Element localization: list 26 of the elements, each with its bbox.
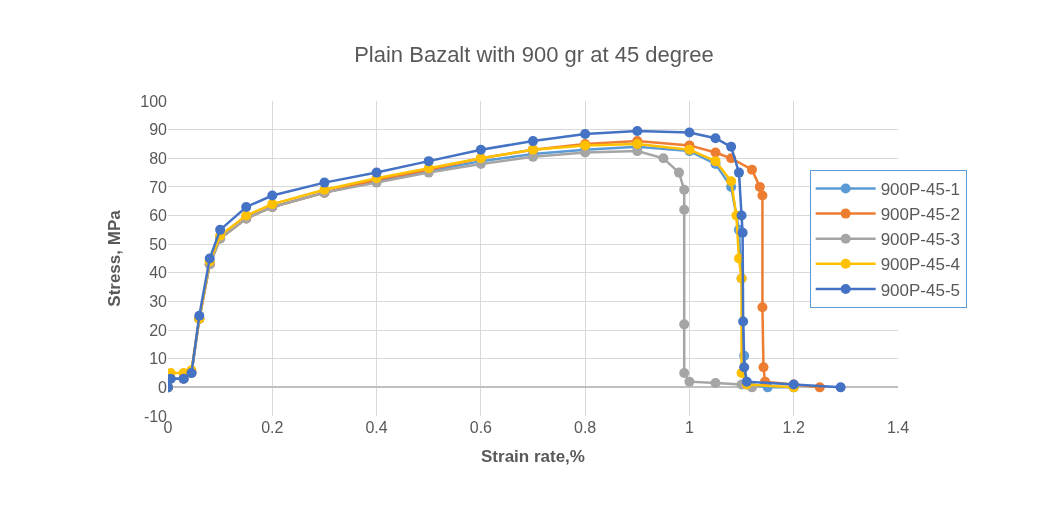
y-tick-label: 70: [149, 178, 168, 196]
y-tick-label: 50: [149, 235, 168, 253]
x-tick-label: 1.2: [782, 419, 805, 436]
x-axis-title: Strain rate,%: [481, 447, 585, 467]
y-tick-label: 0: [158, 378, 168, 396]
y-tick-label: 100: [140, 92, 168, 110]
x-tick-label: 0.8: [574, 419, 597, 436]
legend-label: 900P-45-3: [880, 230, 961, 250]
x-tick-label: 0.6: [469, 419, 493, 436]
y-axis-title: Stress, MPa: [104, 209, 124, 307]
y-tick-label: 40: [149, 264, 168, 282]
y-tick-label: 30: [149, 293, 168, 311]
y-tick-label: 80: [149, 149, 168, 167]
y-tick-label: 10: [149, 350, 168, 368]
y-tick-label: 20: [149, 321, 168, 339]
legend-label: 900P-45-4: [880, 255, 961, 275]
x-tick-label: 0.2: [261, 419, 284, 436]
legend-label: 900P-45-5: [880, 280, 961, 300]
x-tick-label: 1: [684, 419, 694, 436]
x-tick-label: 0.4: [365, 419, 388, 436]
y-tick-label: 90: [149, 121, 168, 139]
x-tick-label: 1.4: [886, 419, 910, 436]
legend-label: 900P-45-2: [880, 205, 961, 225]
y-tick-label: 60: [149, 207, 168, 225]
chart-title: Plain Bazalt with 900 gr at 45 degree: [354, 41, 714, 67]
legend-label: 900P-45-1: [880, 180, 961, 200]
